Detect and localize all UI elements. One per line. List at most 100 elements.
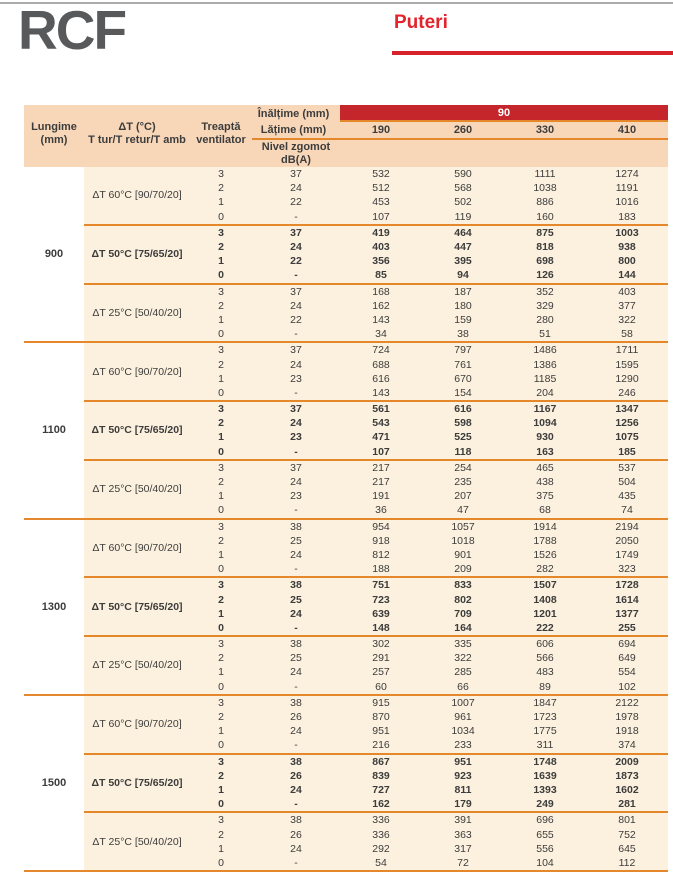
delta-t-label: ΔT 25°C [50/40/20] (92, 483, 182, 496)
power-value-cell: 870 (372, 711, 390, 724)
fan-step-cell: 0 (218, 798, 224, 811)
power-value-cell: 94 (457, 269, 469, 282)
fan-step-cell: 3 (218, 344, 224, 357)
power-value-cell: 143 (372, 313, 390, 326)
power-value-cell: 183 (618, 210, 636, 223)
power-value-cell: 696 (536, 814, 554, 827)
power-value-cell: 723 (372, 593, 390, 606)
fan-step-cell: 3 (218, 520, 224, 533)
power-value-cell: 590 (454, 168, 472, 181)
power-value-cell: 867 (372, 755, 390, 768)
power-value-cell: 375 (536, 490, 554, 503)
noise-level-cell: 26 (290, 769, 302, 782)
delta-t-block: ΔT 25°C [50/40/20] 3 38 336 391 696 801 2 26 336 3… (84, 811, 668, 870)
delta-t-label: ΔT 50°C [75/65/20] (91, 600, 183, 613)
power-value-cell: 568 (454, 182, 472, 195)
fan-step-cell: 1 (218, 548, 224, 561)
fan-step-cell: 0 (218, 386, 224, 399)
power-value-cell: 143 (372, 386, 390, 399)
fan-step-cell: 0 (218, 504, 224, 517)
power-value-cell: 800 (618, 255, 636, 268)
fan-step-cell: 0 (218, 856, 224, 869)
power-value-cell: 102 (618, 680, 636, 693)
power-value-cell: 1847 (533, 696, 557, 709)
fan-step-cell: 2 (218, 828, 224, 841)
fan-step-cell: 1 (218, 372, 224, 385)
power-value-cell: 1711 (615, 344, 639, 357)
noise-level-cell: 37 (290, 226, 302, 239)
noise-level-cell: 23 (290, 372, 302, 385)
power-value-cell: 1075 (615, 431, 639, 444)
power-value-cell: 1201 (533, 607, 557, 620)
power-value-cell: 554 (618, 666, 636, 679)
noise-level-cell: - (294, 328, 298, 341)
fan-step-cell: 2 (218, 593, 224, 606)
fan-step-cell: 3 (218, 168, 224, 181)
power-value-cell: 1728 (615, 579, 639, 592)
noise-level-cell: 24 (290, 725, 302, 738)
noise-level-cell: 22 (290, 196, 302, 209)
power-value-cell: 107 (372, 210, 390, 223)
power-value-cell: 1526 (533, 548, 557, 561)
power-value-cell: 1393 (533, 783, 557, 796)
power-value-cell: 1914 (533, 520, 557, 533)
power-value-cell: 180 (454, 299, 472, 312)
power-value-cell: 670 (454, 372, 472, 385)
fan-step-cell: 3 (218, 461, 224, 474)
noise-level-cell: 22 (290, 313, 302, 326)
noise-level-cell: 24 (290, 476, 302, 489)
power-value-cell: 1034 (451, 725, 475, 738)
width-column-190: 190 (340, 122, 422, 140)
power-value-cell: 233 (454, 739, 472, 752)
power-value-cell: 639 (372, 607, 390, 620)
power-value-cell: 502 (454, 196, 472, 209)
noise-level-cell: - (294, 504, 298, 517)
power-value-cell: 512 (372, 182, 390, 195)
fan-step-cell: 2 (218, 476, 224, 489)
power-value-cell: 144 (618, 269, 636, 282)
power-value-cell: 204 (536, 386, 554, 399)
power-value-cell: 291 (372, 652, 390, 665)
noise-level-cell: 37 (290, 403, 302, 416)
power-value-cell: 356 (372, 255, 390, 268)
power-value-cell: 168 (372, 285, 390, 298)
fan-step-cell: 2 (218, 182, 224, 195)
delta-t-label: ΔT 25°C [50/40/20] (92, 659, 182, 672)
power-value-cell: 1614 (615, 593, 639, 606)
noise-level-cell: 24 (290, 182, 302, 195)
power-value-cell: 525 (454, 431, 472, 444)
power-value-cell: 335 (454, 638, 472, 651)
noise-level-cell: 24 (290, 241, 302, 254)
power-value-cell: 1185 (533, 372, 557, 385)
group-length-label: 1500 (24, 695, 84, 870)
power-value-cell: 1111 (534, 168, 556, 181)
power-value-cell: 329 (536, 299, 554, 312)
length-group: 900 ΔT 60°C [90/70/20] 3 37 532 590 1111 1274 2 2… (24, 167, 668, 342)
power-value-cell: 119 (454, 210, 472, 223)
fan-step-cell: 0 (218, 621, 224, 634)
noise-level-cell: 24 (290, 299, 302, 312)
power-value-cell: 34 (375, 328, 387, 341)
power-value-cell: 419 (372, 226, 390, 239)
power-value-cell: 918 (372, 534, 390, 547)
power-value-cell: 1167 (533, 403, 557, 416)
power-value-cell: 537 (618, 461, 636, 474)
power-value-cell: 606 (536, 638, 554, 651)
power-value-cell: 2194 (615, 520, 639, 533)
noise-level-cell: 25 (290, 593, 302, 606)
noise-level-cell: 24 (290, 548, 302, 561)
power-value-cell: 2122 (615, 696, 639, 709)
noise-level-cell: 24 (290, 842, 302, 855)
power-value-cell: 616 (372, 372, 390, 385)
noise-level-cell: - (294, 798, 298, 811)
power-value-cell: 164 (454, 621, 472, 634)
power-value-cell: 112 (618, 856, 636, 869)
power-value-cell: 811 (454, 783, 472, 796)
power-value-cell: 801 (618, 814, 636, 827)
power-value-cell: 886 (536, 196, 554, 209)
power-value-cell: 1602 (615, 783, 639, 796)
header-lungime-line2: (mm) (40, 134, 68, 146)
power-value-cell: 616 (454, 403, 472, 416)
power-value-cell: 504 (618, 476, 636, 489)
power-value-cell: 403 (618, 285, 636, 298)
